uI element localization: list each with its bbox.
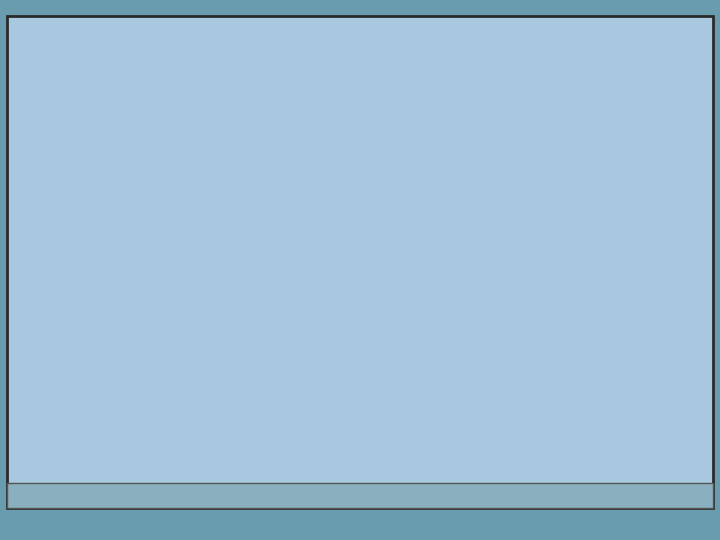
Text: real and imaginary parts collected. That is, if: real and imaginary parts collected. That…: [42, 85, 390, 99]
Text: $\dfrac{C_1}{C_2} = \dfrac{(X_1 + jY_1)(X_2 - jY_2)}{(X_2 + jY_2)(X_2 - jY_2)}$: $\dfrac{C_1}{C_2} = \dfrac{(X_1 + jY_1)(…: [216, 146, 426, 192]
Text: 12: 12: [584, 495, 600, 508]
Text: ET 242 Circuit Analysis II – Phasors: ET 242 Circuit Analysis II – Phasors: [42, 496, 246, 506]
Text: $C_1 = X_1 + jY_1 \quad \mathrm{and} \quad C_2 = X_2 + jY_2$: $C_1 = X_1 + jY_1 \quad \mathrm{and} \qu…: [176, 108, 466, 130]
Text: divide each term by the sum of each term of the denominator square.: divide each term by the sum of each term…: [42, 417, 580, 431]
Text: and: and: [48, 292, 76, 306]
Text: Boylestad: Boylestad: [290, 495, 352, 508]
Text: $\dfrac{C_1}{C_2} = \dfrac{X_1 X_2 + Y_1 Y_2}{X_2^2 + Y_2^2} + j\,\dfrac{X_2 Y_1: $\dfrac{C_1}{C_2} = \dfrac{X_1 X_2 + Y_1…: [184, 282, 469, 329]
Text: The equation does not have to be memorized if the steps above used to: The equation does not have to be memoriz…: [18, 364, 624, 379]
Text: numerator and denominator by the conjugate of the denominator and the resulting: numerator and denominator by the conjuga…: [42, 68, 685, 82]
Text: obtain it are employed.: obtain it are employed.: [42, 382, 240, 396]
Text: Division:: Division:: [42, 46, 130, 64]
Text: That is, first multiply the numerator by the complex: That is, first multiply the numerator by…: [194, 382, 600, 396]
FancyBboxPatch shape: [161, 273, 490, 351]
Text: then: then: [48, 159, 83, 173]
Text: To divide two complex numbers in rectangular form, multiply the: To divide two complex numbers in rectang…: [116, 46, 621, 60]
Text: conjugate of the denominator and separate the real and imaginary terms. Then: conjugate of the denominator and separat…: [42, 400, 655, 414]
Text: $= \dfrac{(X_1 X_2 + Y_1 Y_2) + j(X_2 Y_1 - X_1 Y_2)}{X_2^2 + Y_2^2}$: $= \dfrac{(X_1 X_2 + Y_1 Y_2) + j(X_2 Y_…: [179, 221, 464, 270]
